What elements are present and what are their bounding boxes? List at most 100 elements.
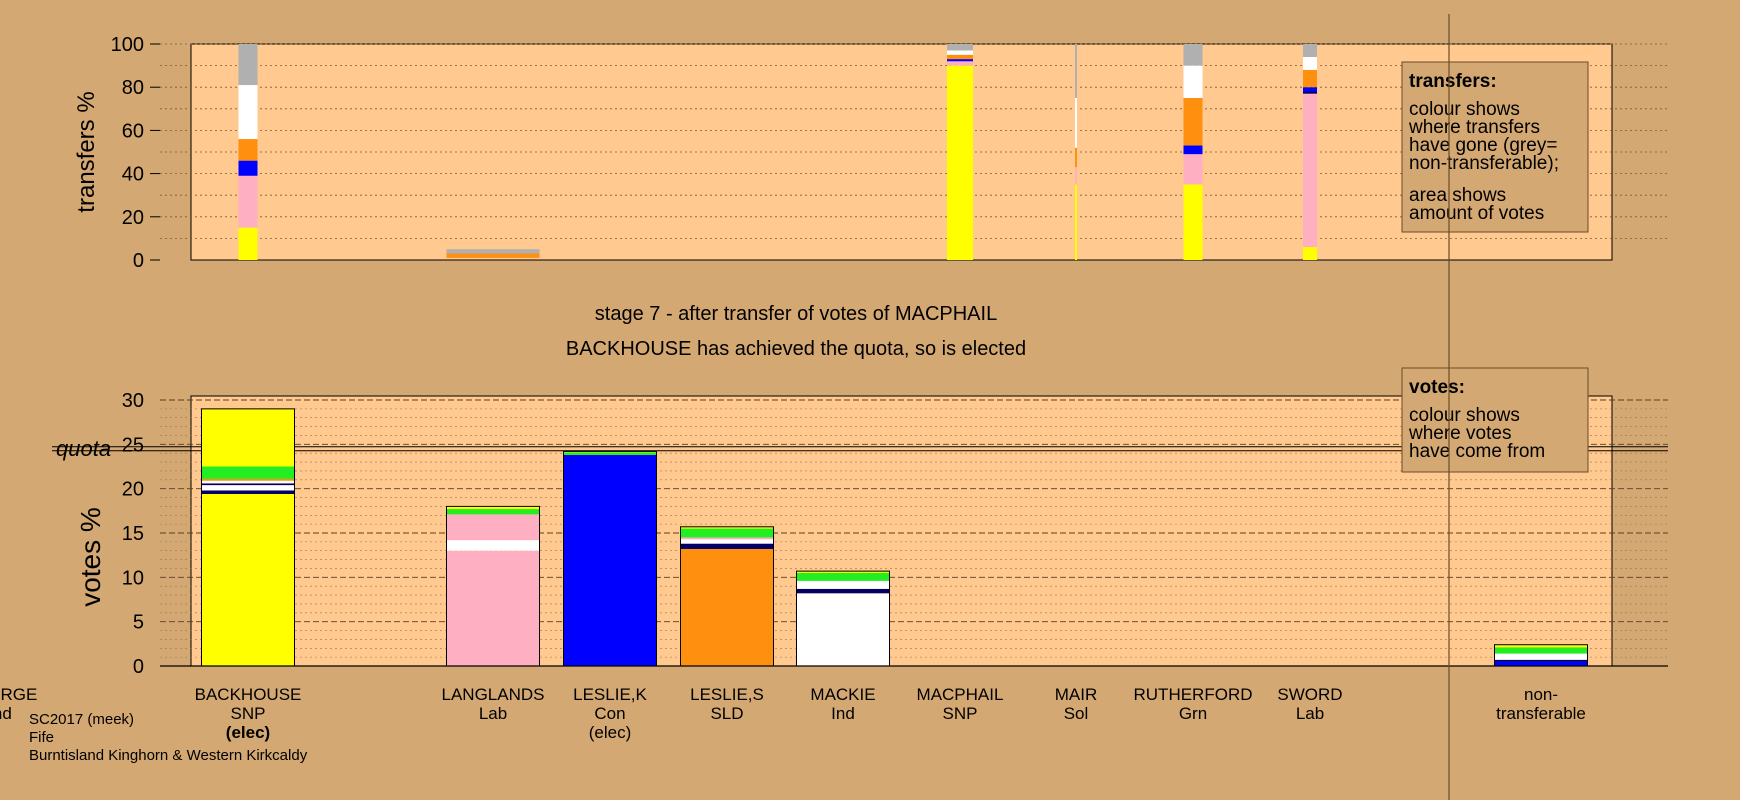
transfer-segment bbox=[947, 50, 973, 55]
transfer-segment bbox=[1183, 184, 1203, 260]
transfers-legend-line: where transfers bbox=[1408, 117, 1540, 138]
vote-segment bbox=[563, 452, 657, 455]
vote-segment bbox=[446, 514, 540, 541]
transfers-tick-label: 60 bbox=[122, 120, 144, 142]
transfer-segment bbox=[238, 227, 258, 260]
candidate-name-label: non- bbox=[1524, 685, 1558, 704]
votes-legend: votes: colour shows where votes have com… bbox=[1401, 367, 1589, 473]
vote-segment bbox=[446, 506, 540, 510]
candidate-party-label: Grn bbox=[1179, 704, 1207, 723]
transfer-segment bbox=[1303, 44, 1317, 57]
transfer-segment bbox=[1183, 65, 1203, 98]
votes-tick-label: 5 bbox=[133, 612, 144, 634]
votes-plot: 051015202530quotaBACKHOUSESNP(elec)GEORG… bbox=[0, 390, 1668, 742]
votes-tick-label: 0 bbox=[133, 656, 144, 678]
transfer-segment bbox=[1075, 98, 1077, 148]
transfer-segment bbox=[947, 44, 973, 51]
transfer-segment bbox=[947, 54, 973, 60]
candidate-party-label: Sol bbox=[1064, 704, 1089, 723]
candidate-name-label: LESLIE,K bbox=[573, 685, 647, 704]
votes-tick-label: 30 bbox=[122, 390, 144, 412]
votes-legend-line: colour shows bbox=[1409, 405, 1520, 426]
transfer-segment bbox=[1303, 69, 1317, 88]
vote-segment bbox=[201, 485, 295, 491]
transfers-axis-label: transfers % bbox=[73, 91, 100, 212]
candidate-party-label: SNP bbox=[943, 704, 978, 723]
transfer-segment bbox=[1183, 154, 1203, 185]
transfer-segment bbox=[1303, 93, 1317, 248]
votes-tick-label: 10 bbox=[122, 567, 144, 589]
candidate-name-label: MACPHAIL bbox=[917, 685, 1004, 704]
votes-legend-line: where votes bbox=[1408, 423, 1511, 444]
footer-election: SC2017 (meek) bbox=[29, 711, 135, 728]
vote-segment bbox=[1494, 653, 1588, 660]
transfer-segment bbox=[947, 65, 973, 260]
transfers-tick-label: 20 bbox=[122, 207, 144, 229]
vote-segment bbox=[201, 483, 295, 486]
transfers-tick-label: 80 bbox=[122, 77, 144, 99]
footer-ward: Burntisland Kinghorn & Western Kirkcaldy bbox=[29, 747, 308, 764]
candidate-party-label: Ind bbox=[831, 704, 855, 723]
candidate-status-label: (elec) bbox=[589, 723, 632, 742]
candidate-party-label: SLD bbox=[710, 704, 743, 723]
candidate-name-label: MACKIE bbox=[810, 685, 875, 704]
vote-segment bbox=[680, 543, 774, 549]
vote-segment bbox=[201, 466, 295, 479]
transfers-legend: transfers: colour shows where transfers … bbox=[1401, 61, 1589, 233]
vote-segment bbox=[680, 526, 774, 529]
vote-segment bbox=[796, 572, 890, 581]
transfer-segment bbox=[1303, 87, 1317, 92]
transfers-legend-line: area shows bbox=[1409, 185, 1506, 206]
vote-segment bbox=[201, 480, 295, 484]
transfer-segment bbox=[1183, 98, 1203, 146]
vote-segment bbox=[446, 509, 540, 515]
transfer-segment bbox=[1075, 147, 1077, 168]
transfers-legend-line: amount of votes bbox=[1409, 203, 1544, 224]
transfer-segment bbox=[1075, 44, 1077, 98]
transfers-legend-line: colour shows bbox=[1409, 99, 1520, 120]
candidate-name-label: LESLIE,S bbox=[690, 685, 764, 704]
footer-council: Fife bbox=[29, 729, 55, 746]
transfer-segment bbox=[1183, 44, 1203, 66]
vote-segment bbox=[1494, 659, 1588, 662]
stage-subtitle: BACKHOUSE has achieved the quota, so is … bbox=[566, 338, 1026, 360]
transfer-segment bbox=[1303, 56, 1317, 70]
candidate-name-label: SWORD bbox=[1277, 685, 1342, 704]
transfer-segment bbox=[238, 85, 258, 140]
vote-segment bbox=[680, 537, 774, 540]
vote-segment bbox=[680, 539, 774, 544]
transfer-segment bbox=[947, 59, 973, 62]
transfers-legend-line: non-transferable); bbox=[1409, 153, 1559, 174]
votes-plot-area bbox=[190, 395, 1613, 667]
candidate-name-label: LANGLANDS bbox=[442, 685, 545, 704]
candidate-name-label: MAIR bbox=[1055, 685, 1098, 704]
transfers-tick-label: 100 bbox=[111, 34, 144, 56]
vote-segment bbox=[201, 478, 295, 481]
vote-segment bbox=[680, 548, 774, 666]
vote-segment bbox=[446, 540, 540, 551]
transfer-segment bbox=[446, 253, 540, 258]
vote-segment bbox=[1494, 647, 1588, 654]
vote-segment bbox=[201, 490, 295, 494]
candidate-name-label: BACKHOUSE bbox=[195, 685, 302, 704]
candidate-party-label: Ind bbox=[0, 704, 12, 723]
candidate-party-label: SNP bbox=[231, 704, 266, 723]
vote-segment bbox=[680, 528, 774, 538]
transfer-segment bbox=[1183, 145, 1203, 155]
transfer-segment bbox=[446, 249, 540, 254]
transfer-segment bbox=[238, 44, 258, 86]
votes-legend-box bbox=[1401, 367, 1589, 473]
vote-segment bbox=[1494, 644, 1588, 648]
votes-tick-label: 20 bbox=[122, 479, 144, 501]
vote-segment bbox=[796, 571, 890, 573]
transfers-legend-box bbox=[1401, 61, 1589, 233]
votes-tick-label: 25 bbox=[122, 434, 144, 456]
transfers-legend-title: transfers: bbox=[1409, 71, 1497, 92]
transfer-segment bbox=[238, 160, 258, 176]
vote-segment bbox=[563, 454, 657, 666]
vote-segment bbox=[1494, 661, 1588, 666]
candidate-party-label: Lab bbox=[1296, 704, 1324, 723]
votes-tick-label: 15 bbox=[122, 523, 144, 545]
candidate-party-label: Lab bbox=[479, 704, 507, 723]
